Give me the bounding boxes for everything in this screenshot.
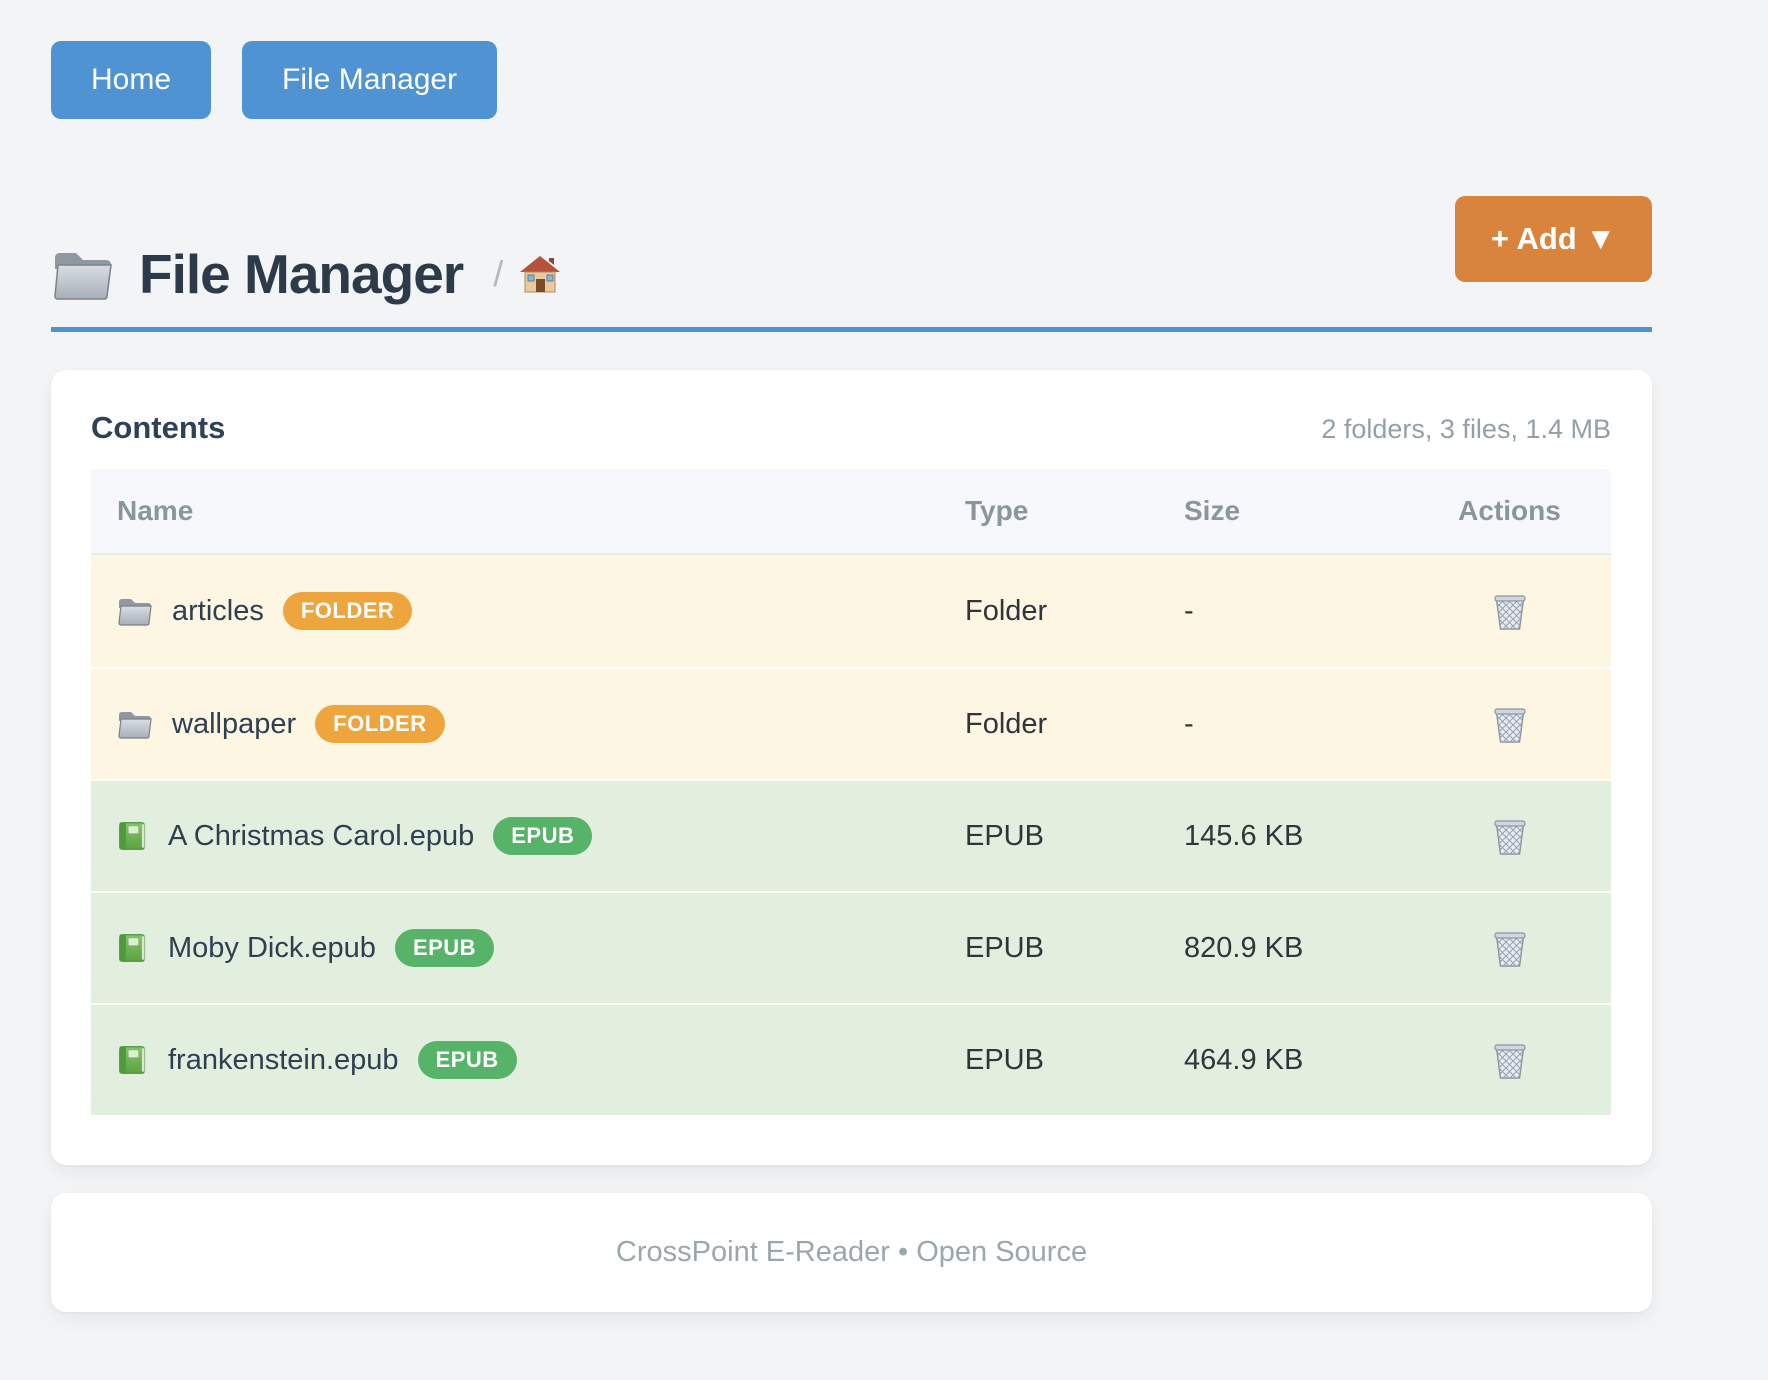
delete-button[interactable] xyxy=(1488,924,1532,972)
page-header: File Manager / xyxy=(51,242,561,306)
column-header-size: Size xyxy=(1184,495,1241,526)
contents-summary: 2 folders, 3 files, 1.4 MB xyxy=(1321,414,1611,444)
folder-badge: FOLDER xyxy=(315,705,445,743)
book-icon xyxy=(119,934,146,962)
item-size: 820.9 KB xyxy=(1184,931,1304,964)
footer-text: CrossPoint E-Reader • Open Source xyxy=(615,1236,1088,1268)
table-row[interactable]: frankenstein.epub EPUB EPUB 464.9 KB xyxy=(91,1003,1611,1115)
contents-card-header: Contents 2 folders, 3 files, 1.4 MB xyxy=(91,410,1611,446)
item-size: - xyxy=(1184,594,1194,627)
folder-icon xyxy=(118,712,152,739)
file-manager-button[interactable]: File Manager xyxy=(242,41,498,119)
table-row[interactable]: Moby Dick.epub EPUB EPUB 820.9 KB xyxy=(91,891,1611,1003)
contents-card: Contents 2 folders, 3 files, 1.4 MB Name… xyxy=(51,370,1652,1165)
column-header-type: Type xyxy=(965,495,1029,526)
home-button[interactable]: Home xyxy=(51,41,212,119)
page-title: File Manager xyxy=(139,243,464,305)
item-name[interactable]: A Christmas Carol.epub xyxy=(168,819,475,852)
delete-button[interactable] xyxy=(1488,587,1532,635)
page: Home File Manager File Manager / + Add ▼… xyxy=(51,0,1652,1380)
book-icon xyxy=(119,1046,146,1074)
delete-button[interactable] xyxy=(1488,700,1532,748)
item-name[interactable]: articles xyxy=(172,594,264,627)
folder-badge: FOLDER xyxy=(282,592,413,630)
title-divider xyxy=(51,327,1652,332)
trash-icon xyxy=(1493,932,1526,967)
item-name[interactable]: Moby Dick.epub xyxy=(168,931,376,964)
trash-icon xyxy=(1493,1044,1526,1079)
table-header-row: Name Type Size Actions xyxy=(91,469,1611,555)
epub-badge: EPUB xyxy=(493,817,593,855)
breadcrumb-separator: / xyxy=(493,253,504,294)
footer-card: CrossPoint E-Reader • Open Source xyxy=(51,1193,1652,1312)
add-button[interactable]: + Add ▼ xyxy=(1454,196,1652,282)
table-row[interactable]: A Christmas Carol.epub EPUB EPUB 145.6 K… xyxy=(91,779,1611,891)
file-table: Name Type Size Actions articles FOLDER F… xyxy=(91,469,1611,1115)
column-header-name: Name xyxy=(117,495,194,526)
book-icon xyxy=(119,822,146,850)
item-type: EPUB xyxy=(965,1043,1044,1076)
delete-button[interactable] xyxy=(1488,812,1532,860)
item-type: Folder xyxy=(965,707,1048,740)
item-size: 145.6 KB xyxy=(1184,819,1304,852)
item-name[interactable]: frankenstein.epub xyxy=(168,1043,399,1076)
item-size: 464.9 KB xyxy=(1184,1043,1304,1076)
trash-icon xyxy=(1493,820,1526,855)
folder-icon xyxy=(118,599,152,626)
trash-icon xyxy=(1493,708,1526,743)
item-name[interactable]: wallpaper xyxy=(172,707,297,740)
nav-buttons: Home File Manager xyxy=(51,41,498,119)
folder-icon xyxy=(54,253,112,300)
table-row[interactable]: articles FOLDER Folder - xyxy=(91,555,1611,667)
item-size: - xyxy=(1184,707,1194,740)
item-type: Folder xyxy=(965,594,1048,627)
item-type: EPUB xyxy=(965,819,1044,852)
contents-heading: Contents xyxy=(91,410,226,445)
epub-badge: EPUB xyxy=(394,929,495,967)
trash-icon xyxy=(1493,595,1526,630)
epub-badge: EPUB xyxy=(417,1041,517,1079)
table-row[interactable]: wallpaper FOLDER Folder - xyxy=(91,667,1611,779)
item-type: EPUB xyxy=(965,931,1044,964)
house-icon[interactable] xyxy=(519,254,561,294)
column-header-actions: Actions xyxy=(1458,495,1561,526)
delete-button[interactable] xyxy=(1488,1036,1532,1084)
